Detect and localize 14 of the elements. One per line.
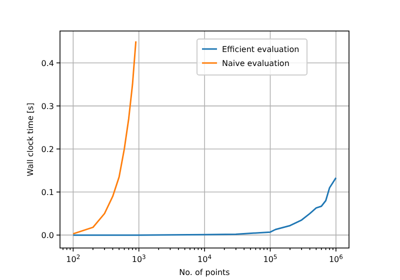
x-tick-label: 10$^{5}$ xyxy=(263,254,278,264)
x-tick-label: 10$^{6}$ xyxy=(328,254,344,264)
y-tick-label: 0.3 xyxy=(41,102,54,111)
y-tick-label: 0.0 xyxy=(41,231,54,240)
y-tick-label: 0.2 xyxy=(41,144,54,154)
legend-label: Naive evaluation xyxy=(222,59,290,68)
y-axis-title: Wall clock time [s] xyxy=(26,102,35,176)
x-axis-title: No. of points xyxy=(179,268,230,277)
y-tick-label: 0.4 xyxy=(41,58,54,68)
x-tick-label: 10$^{4}$ xyxy=(198,254,212,264)
x-tick-label: 10$^{3}$ xyxy=(132,254,146,264)
legend-label: Efficient evaluation xyxy=(222,45,300,54)
y-tick-label: 0.1 xyxy=(41,188,54,198)
x-tick-label: 10$^{2}$ xyxy=(66,254,80,264)
